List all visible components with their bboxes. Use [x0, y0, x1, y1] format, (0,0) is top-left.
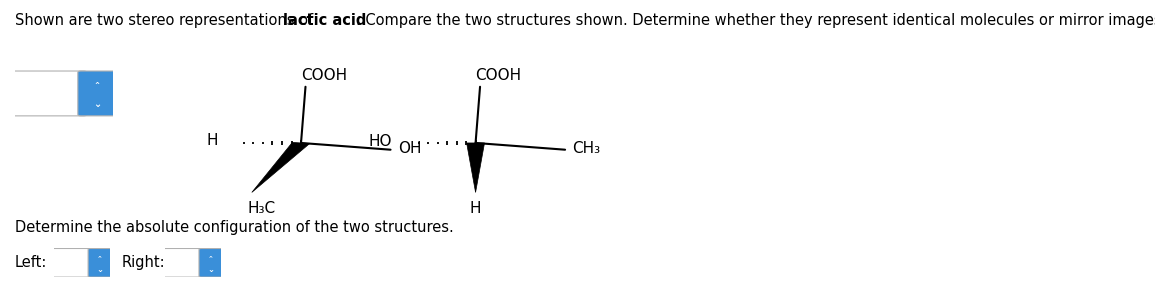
Polygon shape — [467, 143, 485, 192]
Text: Determine the absolute configuration of the two structures.: Determine the absolute configuration of … — [15, 220, 454, 235]
FancyBboxPatch shape — [77, 71, 117, 116]
Text: H: H — [470, 201, 482, 216]
Text: H: H — [207, 133, 218, 148]
FancyBboxPatch shape — [199, 248, 223, 277]
Text: Left:: Left: — [15, 255, 47, 270]
Text: H₃C: H₃C — [247, 201, 275, 216]
FancyBboxPatch shape — [163, 248, 206, 277]
FancyBboxPatch shape — [52, 248, 95, 277]
FancyBboxPatch shape — [88, 248, 112, 277]
Text: COOH: COOH — [301, 68, 348, 84]
Text: ⌄: ⌄ — [208, 265, 215, 274]
Text: CH₃: CH₃ — [572, 141, 601, 156]
Text: HO: HO — [368, 134, 393, 149]
Text: ⌄: ⌄ — [97, 265, 104, 274]
Text: ⌃: ⌃ — [208, 255, 214, 261]
Text: . Compare the two structures shown. Determine whether they represent identical m: . Compare the two structures shown. Dete… — [356, 13, 1155, 28]
Text: COOH: COOH — [476, 68, 522, 84]
Text: Shown are two stereo representations of: Shown are two stereo representations of — [15, 13, 318, 28]
Text: ⌃: ⌃ — [97, 255, 103, 261]
Text: lactic acid: lactic acid — [283, 13, 366, 28]
Text: OH: OH — [397, 141, 422, 156]
Text: ⌄: ⌄ — [92, 99, 100, 109]
Text: ⌃: ⌃ — [94, 81, 100, 90]
Polygon shape — [252, 142, 310, 192]
FancyBboxPatch shape — [12, 71, 87, 116]
Text: Right:: Right: — [121, 255, 165, 270]
